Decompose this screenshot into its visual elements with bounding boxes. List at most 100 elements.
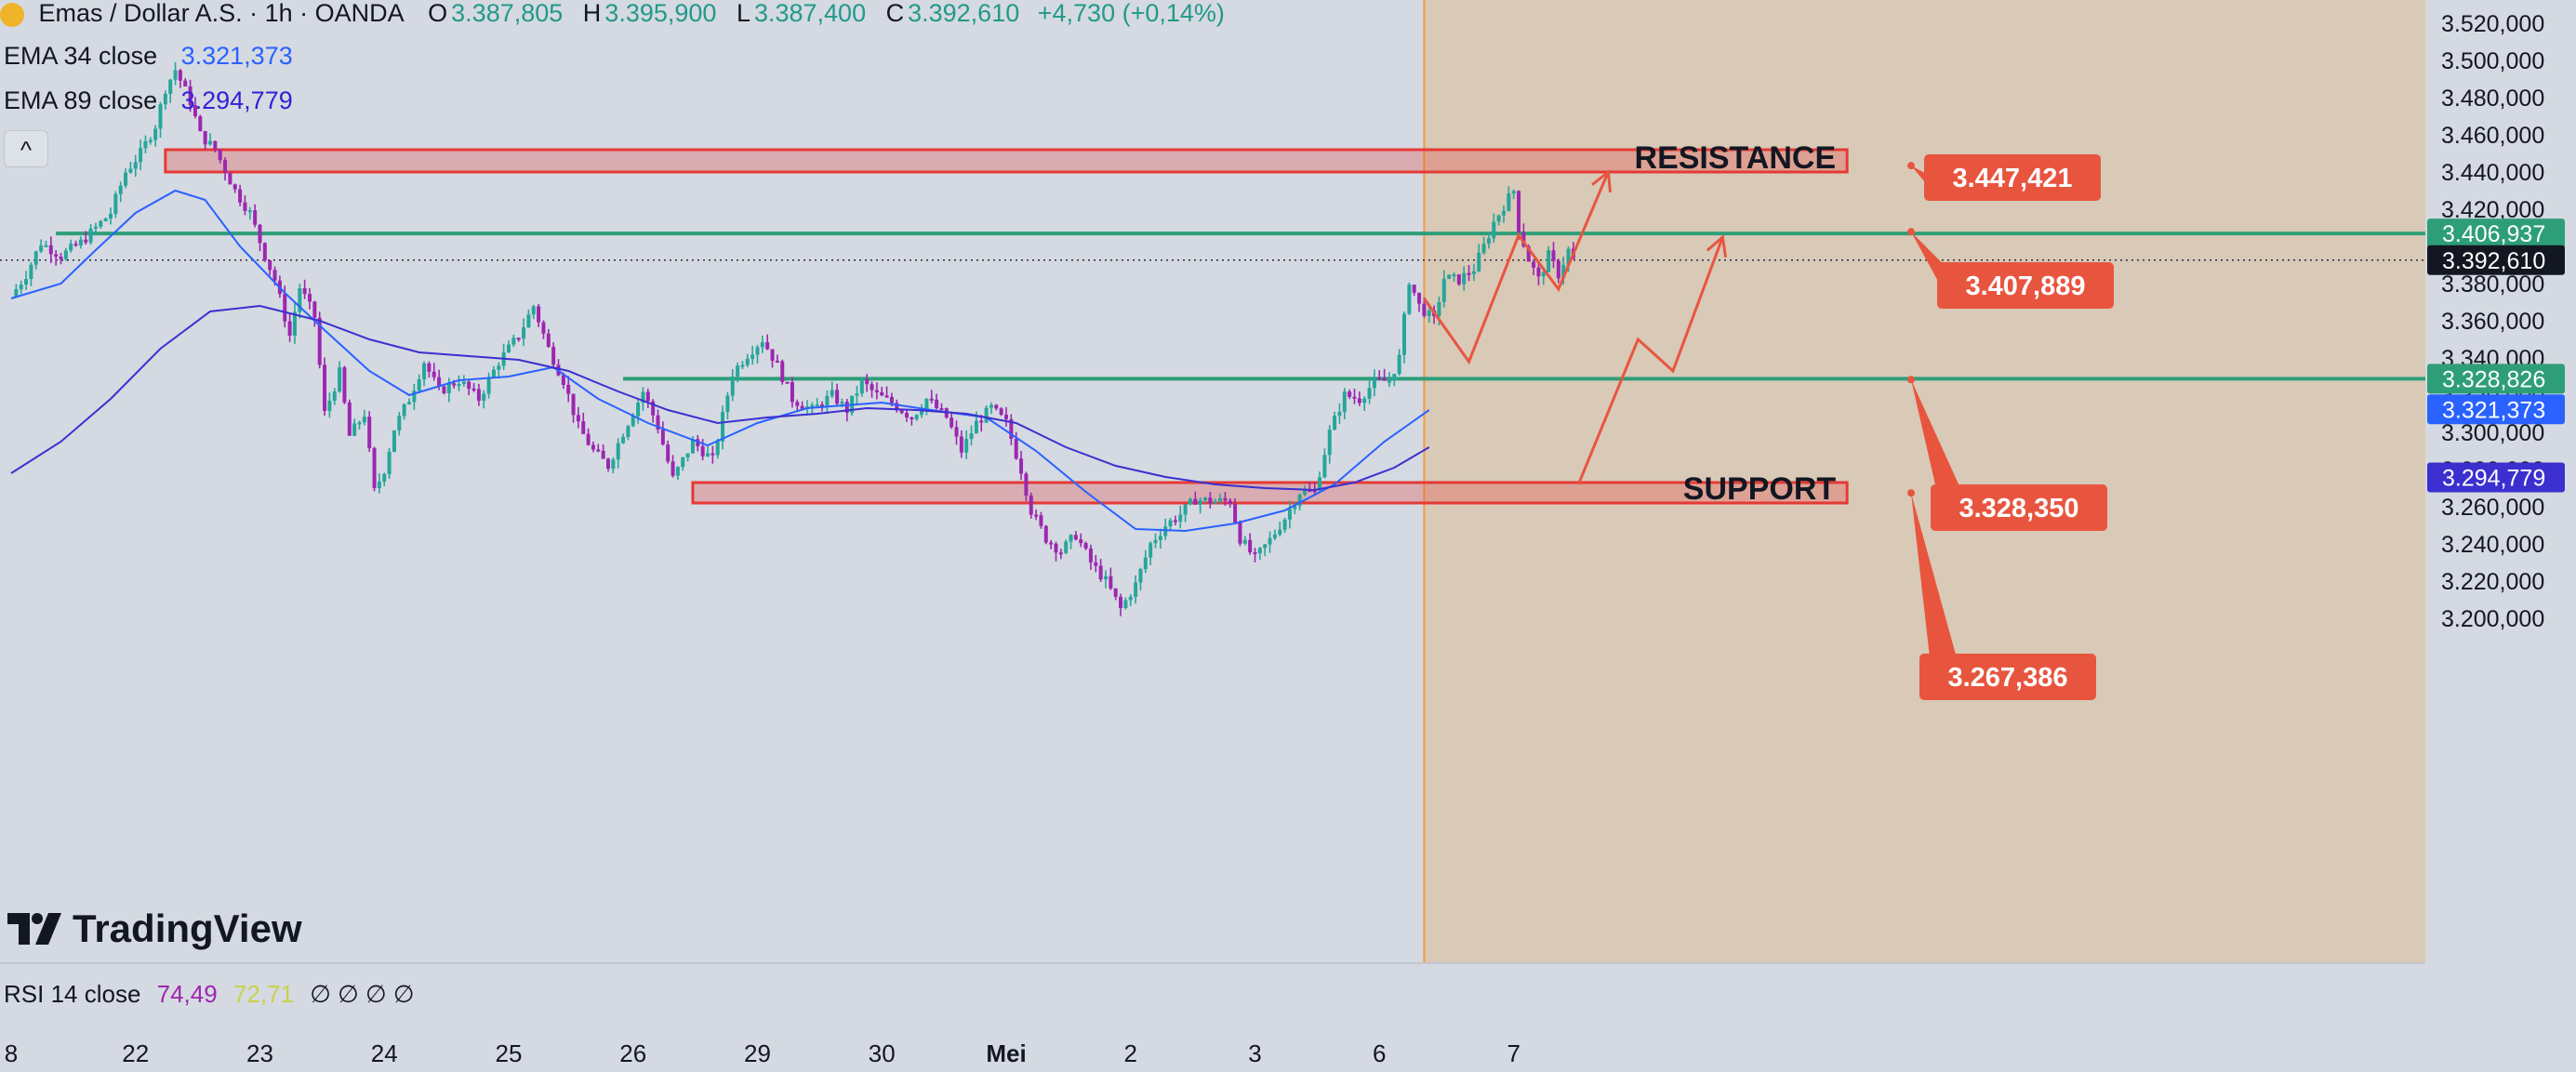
candle-body <box>1188 499 1192 505</box>
candle-body <box>363 417 366 422</box>
candle-body <box>1104 576 1108 579</box>
time-tick-label: 22 <box>122 1039 149 1067</box>
candle-body <box>776 361 779 363</box>
candle-body <box>153 128 157 139</box>
price-tick-label: 3.440,000 <box>2441 160 2544 186</box>
candle-body <box>367 417 371 448</box>
collapse-legend-button[interactable]: ^ <box>4 130 48 167</box>
candle-body <box>1437 302 1441 316</box>
candle-body <box>825 396 829 407</box>
candle-body <box>676 467 680 475</box>
candle-body <box>1288 510 1292 520</box>
candle-body <box>1557 261 1560 279</box>
candle-body <box>710 454 714 456</box>
candle-body <box>935 400 938 408</box>
candle-body <box>447 383 451 393</box>
ema89-value: 3.294,779 <box>181 86 293 114</box>
candle-body <box>223 160 227 173</box>
candle-body <box>1000 408 1003 415</box>
candle-body <box>1507 193 1510 211</box>
candle-body <box>1233 504 1237 523</box>
candle-body <box>323 364 326 411</box>
ema34-label: EMA 34 close <box>4 42 157 70</box>
resistance-zone <box>166 150 1847 172</box>
candle-body <box>1174 521 1177 523</box>
candle-body <box>233 184 237 189</box>
candle-body <box>1517 191 1520 232</box>
candle-body <box>149 140 153 142</box>
candle-body <box>761 342 764 347</box>
candle-body <box>1193 499 1197 505</box>
candle-body <box>213 141 217 150</box>
candle-body <box>691 439 695 453</box>
candle-body <box>750 355 754 359</box>
price-tick-label: 3.380,000 <box>2441 271 2544 298</box>
candle-body <box>403 404 406 417</box>
candle-body <box>1114 589 1118 597</box>
candle-body <box>452 383 456 385</box>
candle-body <box>1123 600 1127 608</box>
price-tick-label: 3.360,000 <box>2441 309 2544 335</box>
candle-body <box>20 285 23 289</box>
candle-body <box>99 221 102 227</box>
candle-body <box>636 403 640 417</box>
time-tick-label: Mei <box>986 1039 1026 1067</box>
candle-body <box>975 421 978 434</box>
candle-body <box>60 257 63 259</box>
candle-body <box>626 426 630 437</box>
candle-body <box>790 382 794 402</box>
candle-body <box>49 245 53 255</box>
candle-body <box>511 337 515 344</box>
candle-body <box>1243 540 1247 544</box>
candle-body <box>74 244 78 245</box>
candle-body <box>671 461 675 475</box>
candle-body <box>1134 582 1137 596</box>
candle-body <box>1328 430 1332 455</box>
candle-body <box>905 413 909 417</box>
price-tick-label: 3.260,000 <box>2441 495 2544 521</box>
price-tick-label: 3.480,000 <box>2441 86 2544 112</box>
candle-body <box>388 452 392 474</box>
support-label: SUPPORT <box>1683 471 1837 507</box>
candle-body <box>915 415 919 419</box>
candle-body <box>1322 455 1326 477</box>
candle-body <box>1417 293 1421 304</box>
candle-body <box>1094 562 1097 566</box>
candle-body <box>79 240 83 245</box>
candle-body <box>835 390 839 404</box>
ema34-legend[interactable]: EMA 34 close 3.321,373 <box>4 39 297 73</box>
candle-body <box>810 405 814 407</box>
candle-body <box>716 442 720 456</box>
candle-body <box>1422 304 1426 316</box>
time-tick-label: 7 <box>1507 1039 1520 1067</box>
candle-body <box>930 399 934 401</box>
candle-body <box>706 454 710 457</box>
symbol-title[interactable]: Emas / Dollar A.S. · 1h · OANDA <box>39 0 405 27</box>
ema89-legend[interactable]: EMA 89 close 3.294,779 <box>4 84 297 117</box>
candle-body <box>134 162 138 168</box>
tradingview-logo[interactable]: TradingView <box>7 907 302 951</box>
candle-body <box>1392 374 1396 380</box>
candle-body <box>1064 542 1068 553</box>
candle-body <box>1547 250 1550 272</box>
candle-body <box>1462 273 1466 285</box>
candle-body <box>1457 274 1461 285</box>
candle-body <box>1536 268 1540 276</box>
candle-body <box>1348 391 1351 397</box>
candle-body <box>631 417 635 427</box>
candle-body <box>1482 244 1486 253</box>
candle-body <box>1214 501 1217 503</box>
price-tick-label: 3.220,000 <box>2441 569 2544 595</box>
candle-body <box>756 347 760 354</box>
time-tick-label: 26 <box>619 1039 646 1067</box>
rsi-legend[interactable]: RSI 14 close 74,49 72,71 ∅ ∅ ∅ ∅ <box>4 980 415 1009</box>
candle-body <box>104 218 108 221</box>
candle-body <box>1079 539 1082 543</box>
candle-body <box>1362 399 1366 404</box>
candle-body <box>830 390 834 396</box>
candle-body <box>1223 498 1227 501</box>
time-tick-label: 8 <box>5 1039 18 1067</box>
candle-body <box>248 210 252 212</box>
